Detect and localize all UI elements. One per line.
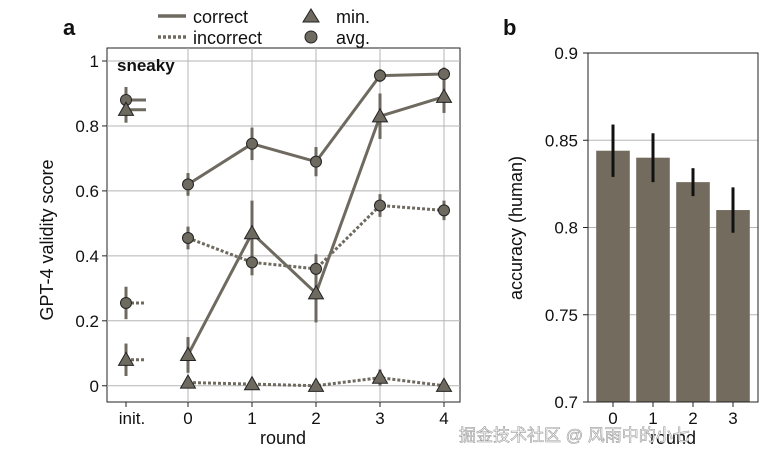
init-marker-incorrect-min bbox=[117, 351, 135, 366]
bar bbox=[716, 210, 750, 402]
x-tick-label: 1 bbox=[648, 409, 657, 428]
data-point-incorrect-min bbox=[307, 377, 325, 392]
y-tick-label: 0.6 bbox=[75, 182, 99, 201]
y-tick-label: 0 bbox=[90, 377, 99, 396]
data-point-correct-min bbox=[435, 88, 453, 103]
watermark: 掘金技术社区 @ 风雨中的小七 bbox=[459, 426, 690, 445]
data-point-incorrect-avg bbox=[438, 204, 450, 217]
data-point-incorrect-min bbox=[243, 375, 261, 391]
panel-a-chart: 0 0.2 0.4 0.6 0.8 1 init. 0 1 2 3 4 sneaky round G… bbox=[37, 47, 461, 448]
data-point-correct-min bbox=[243, 224, 261, 240]
panel-b-label: b bbox=[503, 15, 516, 40]
panel-a-markers bbox=[117, 67, 453, 392]
legend-incorrect-label: incorrect bbox=[193, 28, 262, 48]
x-tick-label: 0 bbox=[608, 409, 617, 428]
x-tick-label: 0 bbox=[183, 409, 192, 428]
data-point-correct-min bbox=[179, 346, 197, 362]
data-point-incorrect-min bbox=[179, 374, 197, 389]
series-line-incorrect-min bbox=[187, 376, 445, 388]
data-point-incorrect-min bbox=[371, 369, 389, 384]
y-tick-label: 0.85 bbox=[545, 131, 578, 150]
bar bbox=[676, 182, 710, 402]
init-marker-incorrect-avg bbox=[120, 296, 132, 309]
y-tick-label: 0.2 bbox=[75, 312, 99, 331]
panel-b-x-axis-label: round bbox=[650, 428, 696, 448]
data-point-correct-min bbox=[307, 284, 325, 300]
bar bbox=[596, 150, 630, 402]
x-tick-label: 2 bbox=[311, 409, 320, 428]
panel-a-x-axis-label: round bbox=[260, 428, 306, 448]
panel-a-x-ticks: init. 0 1 2 3 4 bbox=[119, 402, 449, 428]
panel-b-x-ticks: 0 1 2 3 bbox=[608, 402, 738, 428]
x-tick-label: 3 bbox=[375, 409, 384, 428]
y-tick-label: 0.7 bbox=[554, 393, 578, 412]
y-tick-label: 0.9 bbox=[554, 44, 578, 63]
data-point-incorrect-avg bbox=[246, 256, 258, 269]
panel-a-y-ticks: 0 0.2 0.4 0.6 0.8 1 bbox=[75, 52, 107, 396]
legend-avg-marker bbox=[304, 30, 318, 44]
x-tick-label: 2 bbox=[688, 409, 697, 428]
x-tick-label: 1 bbox=[247, 409, 256, 428]
y-tick-label: 0.8 bbox=[75, 117, 99, 136]
panel-b-y-axis-label: accuracy (human) bbox=[506, 156, 526, 300]
x-tick-label: init. bbox=[119, 409, 145, 428]
legend-min-label: min. bbox=[336, 7, 370, 27]
panel-b-chart: 0.7 0.75 0.8 0.85 0.9 0 1 2 3 round accuracy (h… bbox=[506, 44, 759, 448]
legend-avg-label: avg. bbox=[336, 28, 370, 48]
data-point-incorrect-min bbox=[435, 377, 453, 392]
data-point-correct-avg bbox=[374, 69, 386, 82]
y-tick-label: 1 bbox=[90, 52, 99, 71]
data-point-incorrect-avg bbox=[310, 262, 322, 275]
data-point-correct-min bbox=[371, 107, 389, 123]
x-tick-label: 3 bbox=[728, 409, 737, 428]
legend: correct incorrect min. avg. bbox=[158, 7, 370, 48]
panel-a-y-axis-label: GPT-4 validity score bbox=[37, 159, 57, 320]
data-point-incorrect-avg bbox=[182, 231, 194, 244]
panel-b-bars bbox=[596, 124, 750, 402]
panel-a-frame bbox=[106, 47, 461, 403]
bar bbox=[636, 157, 670, 402]
data-point-correct-avg bbox=[182, 178, 194, 191]
data-point-incorrect-avg bbox=[374, 199, 386, 212]
init-marker-correct-min bbox=[117, 101, 135, 116]
sneaky-annotation: sneaky bbox=[117, 56, 175, 75]
panel-a-grid bbox=[107, 48, 460, 402]
panel-a-label: a bbox=[63, 15, 76, 40]
panel-b-y-ticks: 0.7 0.75 0.8 0.85 0.9 bbox=[545, 44, 588, 412]
y-tick-label: 0.8 bbox=[554, 219, 578, 238]
data-point-correct-avg bbox=[310, 155, 322, 168]
y-tick-label: 0.75 bbox=[545, 306, 578, 325]
y-tick-label: 0.4 bbox=[75, 247, 99, 266]
x-tick-label: 4 bbox=[439, 409, 448, 428]
data-point-correct-avg bbox=[438, 67, 450, 80]
data-point-correct-avg bbox=[246, 137, 258, 150]
legend-min-marker bbox=[302, 8, 320, 23]
panel-a-series bbox=[124, 67, 446, 390]
legend-correct-label: correct bbox=[193, 7, 248, 27]
